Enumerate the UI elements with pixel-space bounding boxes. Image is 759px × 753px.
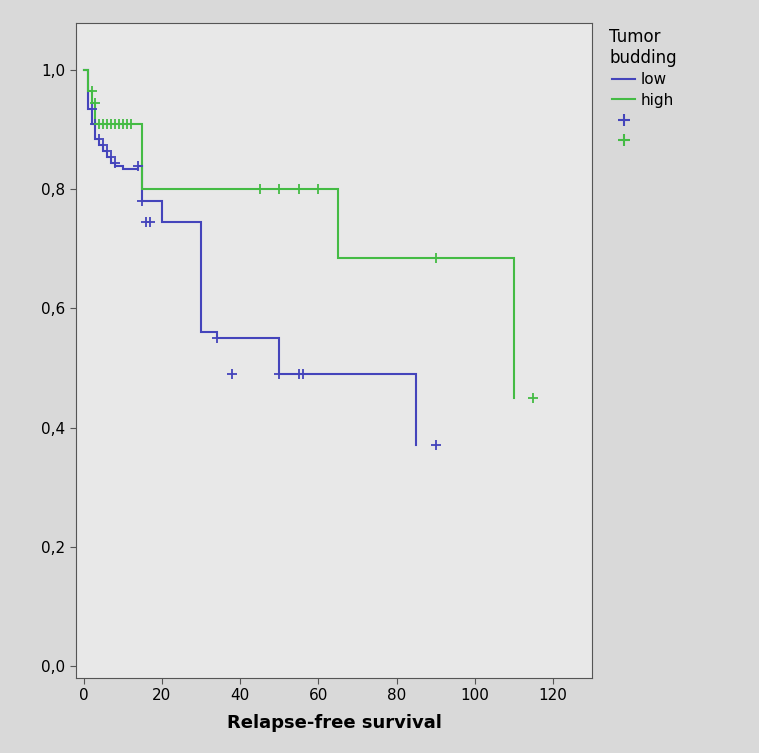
Legend: low, high, , : low, high, , [605,23,682,153]
X-axis label: Relapse-free survival: Relapse-free survival [226,715,442,732]
